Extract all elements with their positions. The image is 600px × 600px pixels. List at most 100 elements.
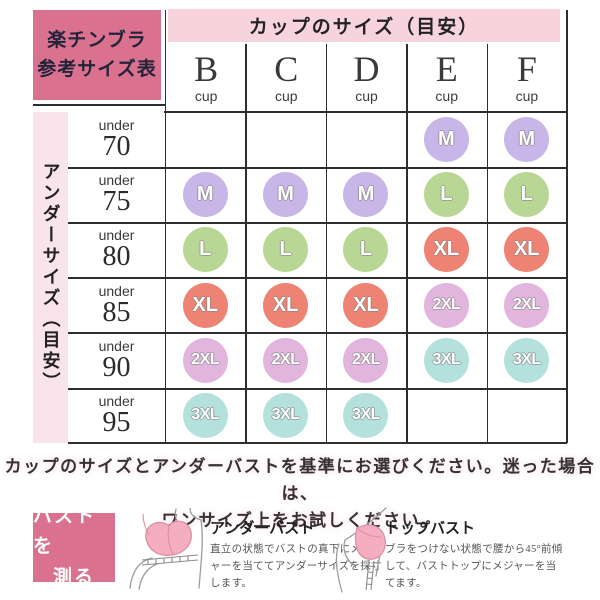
topbust-illustration — [335, 507, 387, 593]
under-size-side-label: アンダーサイズ（目安） — [33, 112, 68, 443]
size-badge: 3XL — [182, 392, 228, 438]
size-cell: 3XL — [487, 333, 567, 388]
size-badge: XL — [504, 227, 550, 273]
size-table-body: under 70 M M under 75 M M M L L under 80 — [68, 112, 567, 443]
size-badge: 3XL — [504, 337, 550, 383]
size-badge: L — [504, 172, 550, 218]
grid-line — [68, 222, 567, 224]
size-badge: M — [182, 172, 228, 218]
cup-letter: C — [274, 49, 299, 89]
size-cell: XL — [326, 278, 406, 333]
grid-line — [68, 167, 567, 169]
size-cell: 3XL — [406, 333, 486, 388]
underbust-illustration — [129, 508, 203, 590]
chart-title-line2: 参考サイズ表 — [37, 59, 157, 80]
size-badge: M — [504, 117, 550, 163]
size-cell — [487, 388, 567, 443]
size-cell: 2XL — [406, 278, 486, 333]
grid-line — [68, 277, 567, 279]
size-cell: XL — [487, 222, 567, 277]
size-cell — [326, 112, 406, 167]
under-prefix: under — [98, 227, 135, 244]
under-label: under 90 — [68, 333, 165, 388]
cup-letter: B — [194, 49, 219, 89]
size-cell: 2XL — [487, 278, 567, 333]
measure-bust-box-line1: バストを — [33, 505, 97, 558]
under-value: 80 — [102, 241, 131, 273]
table-row: under 90 2XL 2XL 2XL 3XL 3XL — [68, 333, 567, 388]
size-cell: 2XL — [165, 333, 245, 388]
size-cell — [245, 112, 325, 167]
cup-column-e: E cup — [407, 44, 487, 111]
table-row: under 70 M M — [68, 112, 567, 167]
size-cell: 2XL — [245, 333, 325, 388]
size-cell: 3XL — [326, 388, 406, 443]
under-prefix: under — [98, 337, 135, 354]
chart-title-line1: 楽チンブラ — [47, 29, 147, 51]
size-cell: M — [165, 167, 245, 222]
grid-line — [486, 44, 489, 443]
grid-line — [164, 111, 567, 113]
cup-column-c: C cup — [246, 44, 326, 111]
topbust-description: ブラをつけない状態で腰から45°前傾して、バストトップにメジャーを当てます。 — [385, 544, 563, 589]
cup-column-f: F cup — [487, 44, 567, 111]
under-label: under 95 — [68, 388, 165, 443]
topbust-section: トップバスト ブラをつけない状態で腰から45°前傾して、バストトップにメジャーを… — [385, 517, 567, 592]
table-row: under 95 3XL 3XL 3XL — [68, 388, 567, 443]
table-row: under 75 M M M L L — [68, 167, 567, 222]
grid-line — [68, 388, 567, 390]
size-badge: 2XL — [263, 337, 309, 383]
size-badge: 2XL — [343, 337, 389, 383]
table-row: under 80 L L L XL XL — [68, 222, 567, 277]
size-cell: XL — [406, 222, 486, 277]
size-cell: M — [406, 112, 486, 167]
size-badge: M — [263, 172, 309, 218]
size-cell — [406, 388, 486, 443]
under-value: 90 — [102, 351, 131, 383]
chart-title: 楽チンブラ 参考サイズ表 — [33, 10, 161, 100]
underbust-section: アンダーバスト 直立の状態でバストの真下にメジャーを当ててアンダーサイズを採寸し… — [210, 517, 382, 592]
cup-letter: E — [435, 49, 458, 89]
cup-letter: D — [353, 49, 380, 89]
under-value: 70 — [102, 131, 131, 163]
size-badge: L — [343, 227, 389, 273]
under-prefix: under — [98, 172, 135, 189]
size-badge: M — [423, 117, 469, 163]
grid-line — [245, 44, 247, 443]
under-size-side-label-text: アンダーサイズ（目安） — [40, 162, 61, 393]
size-cell: M — [326, 167, 406, 222]
size-cell: 3XL — [165, 388, 245, 443]
grid-line — [406, 44, 408, 443]
cup-sub-label: cup — [435, 88, 458, 104]
under-prefix: under — [98, 392, 135, 409]
size-badge: 3XL — [423, 337, 469, 383]
size-badge: 3XL — [263, 392, 309, 438]
size-cell: L — [245, 222, 325, 277]
cup-letter: F — [516, 49, 537, 89]
under-label: under 85 — [68, 278, 165, 333]
size-badge: XL — [423, 227, 469, 273]
grid-line — [566, 10, 568, 443]
size-cell: XL — [165, 278, 245, 333]
under-prefix: under — [98, 117, 135, 134]
cup-sub-label: cup — [515, 88, 539, 104]
measure-bust-box-line2: 測る — [52, 566, 95, 588]
size-badge: L — [182, 227, 228, 273]
size-badge: L — [423, 172, 469, 218]
cup-sub-label: cup — [355, 88, 378, 104]
size-cell: L — [406, 167, 486, 222]
size-cell: M — [245, 167, 325, 222]
underbust-description: 直立の状態でバストの真下にメジャーを当ててアンダーサイズを採寸します。 — [210, 544, 382, 589]
size-badge: 2XL — [423, 282, 469, 328]
size-cell: 2XL — [326, 333, 406, 388]
under-label: under 80 — [68, 222, 165, 277]
size-cell — [165, 112, 245, 167]
size-badge: XL — [263, 282, 309, 328]
size-badge: XL — [182, 282, 228, 328]
grid-line — [33, 104, 166, 106]
cup-column-d: D cup — [326, 44, 406, 111]
size-cell: 3XL — [245, 388, 325, 443]
size-cell: L — [326, 222, 406, 277]
topbust-title: トップバスト — [385, 521, 476, 537]
cup-columns: B cup C cup D cup E cup F cup — [166, 44, 567, 111]
